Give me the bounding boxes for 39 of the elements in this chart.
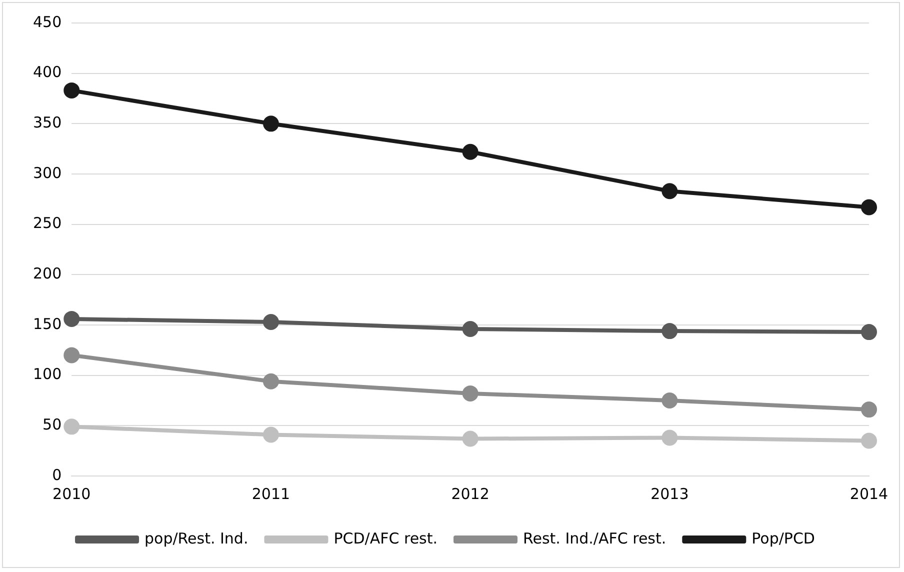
y-tick-label: 350 (32, 114, 62, 132)
y-tick-label: 450 (32, 12, 62, 31)
x-tick-label: 2014 (850, 484, 888, 503)
point (861, 402, 877, 418)
point (662, 430, 678, 446)
legend-label: PCD/AFC rest. (334, 529, 438, 548)
y-tick-label: 0 (52, 466, 62, 484)
y-tick-label: 300 (32, 164, 62, 182)
y-tick-label: 100 (32, 365, 62, 384)
point (64, 418, 80, 435)
y-tick-label: 200 (32, 264, 62, 283)
point (462, 385, 478, 402)
point (262, 426, 279, 443)
x-tick-label: 2012 (451, 484, 490, 503)
y-tick-label: 250 (32, 214, 62, 232)
x-tick-label: 2010 (52, 484, 91, 503)
point (462, 430, 478, 447)
point (662, 323, 678, 340)
point (861, 324, 877, 340)
point (64, 347, 80, 364)
legend-label: Pop/PCD (752, 529, 815, 548)
point (462, 144, 478, 160)
y-tick-label: 400 (32, 63, 62, 82)
x-tick-label: 2013 (650, 484, 689, 503)
legend-label: Rest. Ind./AFC rest. (523, 529, 666, 548)
point (262, 314, 279, 330)
y-tick-label: 150 (32, 314, 62, 333)
y-tick-label: 50 (42, 416, 62, 434)
point (262, 116, 279, 132)
legend-label: pop/Rest. Ind. (144, 529, 248, 548)
point (861, 199, 877, 216)
point (662, 183, 678, 200)
point (262, 373, 279, 390)
x-tick-label: 2011 (252, 484, 290, 503)
point (64, 82, 80, 98)
point (861, 432, 877, 449)
point (64, 310, 80, 327)
point (662, 392, 678, 408)
point (462, 321, 478, 338)
